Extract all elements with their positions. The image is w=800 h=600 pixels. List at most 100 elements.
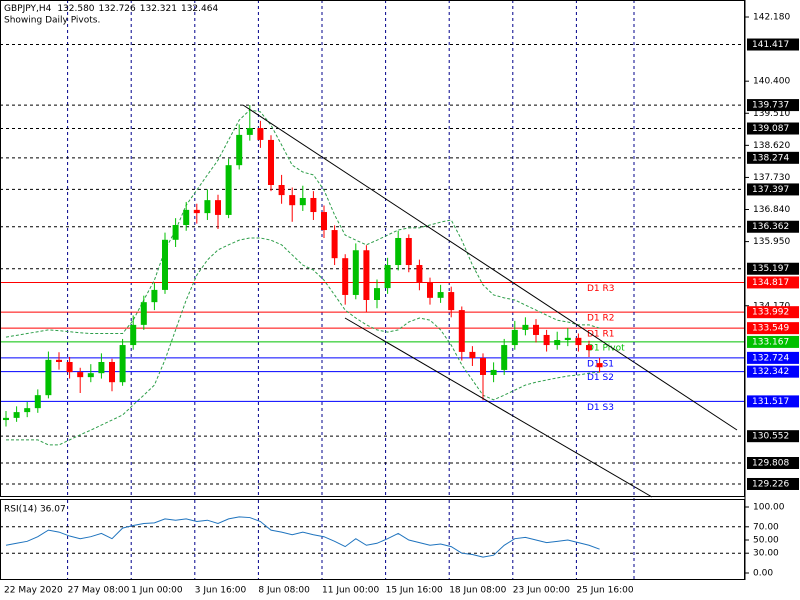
candle-body [204,200,211,214]
y-tick-label: 50.00 [753,536,779,546]
x-tick-label: 27 May 08:00 [68,586,130,596]
price-label: 136.362 [752,222,789,232]
candle-body [437,292,444,298]
price-label-box [747,457,799,470]
price-label: 133.167 [752,337,789,347]
price-label-box [747,365,799,378]
rsi-line [5,516,600,558]
candle-body [119,345,126,383]
ohlc-low: 132.321 [140,4,177,14]
y-tick-label: 136.840 [753,205,790,215]
trend-line [242,104,738,431]
price-label: 135.197 [752,264,789,274]
pivot-label: D1 S3 [587,403,614,413]
ohlc-high: 132.726 [99,4,136,14]
price-label: 137.397 [752,185,789,195]
y-tick-label: 70.00 [753,522,779,532]
y-tick-label: 142.180 [753,13,790,23]
y-tick-label: 100.00 [753,502,785,512]
price-label-box [747,262,799,275]
band-lower [6,237,600,446]
candle-body [3,417,9,421]
candle-body [289,195,296,206]
candle-body [352,250,359,295]
candle-body [45,359,52,396]
price-label-box [747,151,799,164]
price-label-box [747,276,799,289]
candle-body [522,324,529,330]
price-label-box [747,322,799,335]
price-label-box [747,430,799,443]
candle-body [87,373,94,378]
pivot-label: D1 R3 [587,284,615,294]
price-label: 131.517 [752,397,789,407]
candle-body [374,288,380,300]
candle-body [480,358,486,375]
y-tick-label: 139.510 [753,109,790,119]
price-label: 139.737 [752,101,789,111]
price-label: 134.817 [752,278,789,288]
candle-body [162,239,168,290]
x-tick-label: 11 Jun 00:00 [322,586,379,596]
price-label-box [747,220,799,233]
chart-header: GBPJPY,H4 132.580 132.726 132.321 132.464 [4,4,218,14]
candle-body [34,395,41,409]
price-label: 129.808 [752,459,789,469]
price-label-box [747,183,799,196]
candle-body [299,197,306,206]
candle-body [140,302,147,325]
candle-body [56,359,62,362]
pivot-label: D1 Pivot [587,343,625,353]
price-label: 133.549 [752,324,789,334]
candle-body [586,345,592,351]
x-tick-label: 23 Jun 00:00 [513,586,570,596]
candle-body [469,351,476,359]
ohlc-close: 132.464 [181,4,218,14]
candle-body [384,265,391,289]
price-label: 132.342 [752,367,789,377]
price-label: 141.417 [752,40,789,50]
price-label: 133.992 [752,308,789,318]
y-tick-label: 135.950 [753,237,790,247]
candle-body [427,281,433,298]
candle-body [130,324,137,346]
x-tick-label: 18 Jun 08:00 [449,586,506,596]
price-label-box [747,395,799,408]
candle-body [172,225,179,240]
candle-body [268,139,274,186]
y-tick-label: 140.400 [753,77,790,87]
price-label: 138.274 [752,153,789,163]
candle-body [564,337,571,341]
candle-body [225,165,232,215]
rsi-frame [0,499,745,580]
candle-body [596,363,603,368]
price-label: 129.226 [752,479,789,489]
candle-body [183,209,190,226]
pivot-label: D1 S2 [587,373,614,383]
candle-body [511,329,518,346]
x-tick-label: 1 Jun 00:00 [131,586,183,596]
candle-body [543,334,550,346]
candle-body [342,258,349,295]
candle-body [363,250,370,300]
chart-subtitle: Showing Daily Pivots. [4,16,100,26]
x-tick-label: 25 Jun 16:00 [576,586,633,596]
candle-body [310,197,317,213]
price-label: 139.087 [752,124,789,134]
candle-body [98,361,105,374]
price-label-box [747,99,799,112]
candle-body [236,134,243,166]
candle-body [416,265,423,282]
x-tick-label: 15 Jun 16:00 [386,586,443,596]
candle-body [321,212,327,231]
candle-body [24,408,31,413]
x-tick-label: 3 Jun 16:00 [195,586,247,596]
candle-body [533,324,539,335]
trend-line [344,317,653,498]
candle-body [554,340,561,346]
price-label: 132.724 [752,353,789,363]
candle-body [458,310,465,352]
